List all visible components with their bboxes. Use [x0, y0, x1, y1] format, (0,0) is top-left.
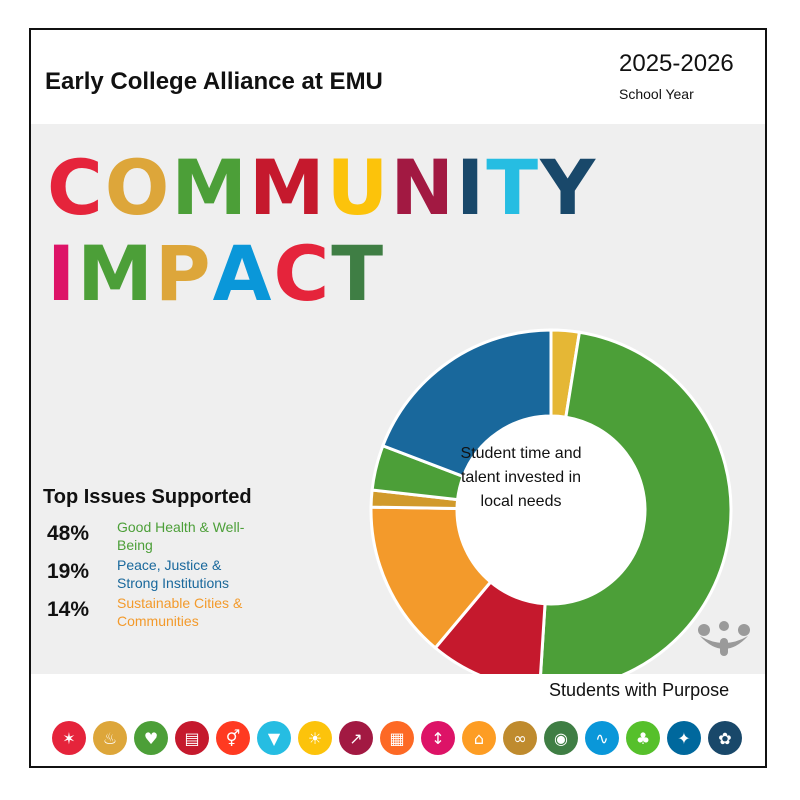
issue-percent: 14%: [47, 598, 90, 621]
headline-letter: M: [77, 229, 155, 318]
sdg-reduced-inequalities-icon: ↕: [421, 721, 455, 755]
school-year-label: School Year: [619, 86, 694, 102]
impact-panel: COMMUNITY IMPACT Student time and talent…: [31, 124, 765, 674]
headline-letter: P: [154, 229, 213, 318]
sdg-industry-innovation-icon: ▦: [380, 721, 414, 755]
sdg-sustainable-cities-icon: ⌂: [462, 721, 496, 755]
headline-letter: U: [326, 143, 391, 232]
issue-label-line: Strong Institutions: [117, 575, 230, 591]
tagline: Students with Purpose: [549, 680, 730, 700]
school-year: 2025-2026: [619, 50, 734, 77]
issues-title: Top Issues Supported: [43, 486, 252, 508]
issue-label-line: Good Health & Well-: [117, 519, 245, 535]
infographic-frame: Early College Alliance at EMU 2025-2026 …: [29, 28, 767, 768]
headline-letter: T: [486, 143, 541, 232]
issue-label-line: Sustainable Cities &: [117, 595, 243, 611]
donut-center-text: Student time and talent invested in loca…: [441, 442, 601, 514]
sdg-decent-work-icon: ↗: [339, 721, 373, 755]
headline-letter: C: [273, 229, 332, 318]
issue-label: Good Health & Well- Being: [117, 518, 277, 554]
donut-slice: [539, 330, 733, 674]
headline-community: COMMUNITY: [47, 150, 597, 226]
center-line: local needs: [480, 493, 562, 510]
issue-label: Peace, Justice & Strong Institutions: [117, 556, 277, 592]
issue-percent: 48%: [47, 522, 90, 545]
sdg-peace-justice-icon: ✦: [667, 721, 701, 755]
headline-letter: O: [104, 143, 172, 232]
headline-letter: I: [47, 229, 78, 318]
center-line: Student time and: [460, 445, 582, 462]
issue-label-line: Peace, Justice &: [117, 557, 222, 573]
headline-letter: M: [249, 143, 327, 232]
issue-percent: 19%: [47, 560, 90, 583]
sdg-zero-hunger-icon: ♨: [93, 721, 127, 755]
headline-letter: N: [390, 143, 456, 232]
sdg-quality-education-icon: ▤: [175, 721, 209, 755]
headline-impact: IMPACT: [47, 236, 385, 312]
headline-letter: A: [212, 229, 274, 318]
donut-hole: [458, 417, 644, 603]
issue-label: Sustainable Cities & Communities: [117, 594, 277, 630]
donut-slice: [380, 328, 553, 479]
sdg-life-below-water-icon: ∿: [585, 721, 619, 755]
org-name: Early College Alliance at EMU: [45, 68, 383, 95]
issue-label-line: Being: [117, 537, 153, 553]
sdg-gender-equality-icon: ⚥: [216, 721, 250, 755]
center-line: talent invested in: [460, 469, 582, 486]
headline-letter: T: [331, 229, 386, 318]
headline-letter: C: [47, 143, 105, 232]
headline-letter: I: [456, 143, 487, 232]
sdg-no-poverty-icon: ✶: [52, 721, 86, 755]
donut-chart: [369, 328, 733, 674]
sdg-responsible-consumption-icon: ∞: [503, 721, 537, 755]
sdg-life-on-land-icon: ♣: [626, 721, 660, 755]
sdg-climate-action-icon: ◉: [544, 721, 578, 755]
sdg-good-health-icon: ♥: [134, 721, 168, 755]
headline-letter: Y: [540, 143, 598, 232]
headline-letter: M: [171, 143, 250, 232]
sdg-clean-energy-icon: ☀: [298, 721, 332, 755]
sdg-partnerships-icon: ✿: [708, 721, 742, 755]
students-with-purpose-logo: [698, 621, 750, 656]
sdg-clean-water-icon: ▼: [257, 721, 291, 755]
issue-label-line: Communities: [117, 613, 199, 629]
